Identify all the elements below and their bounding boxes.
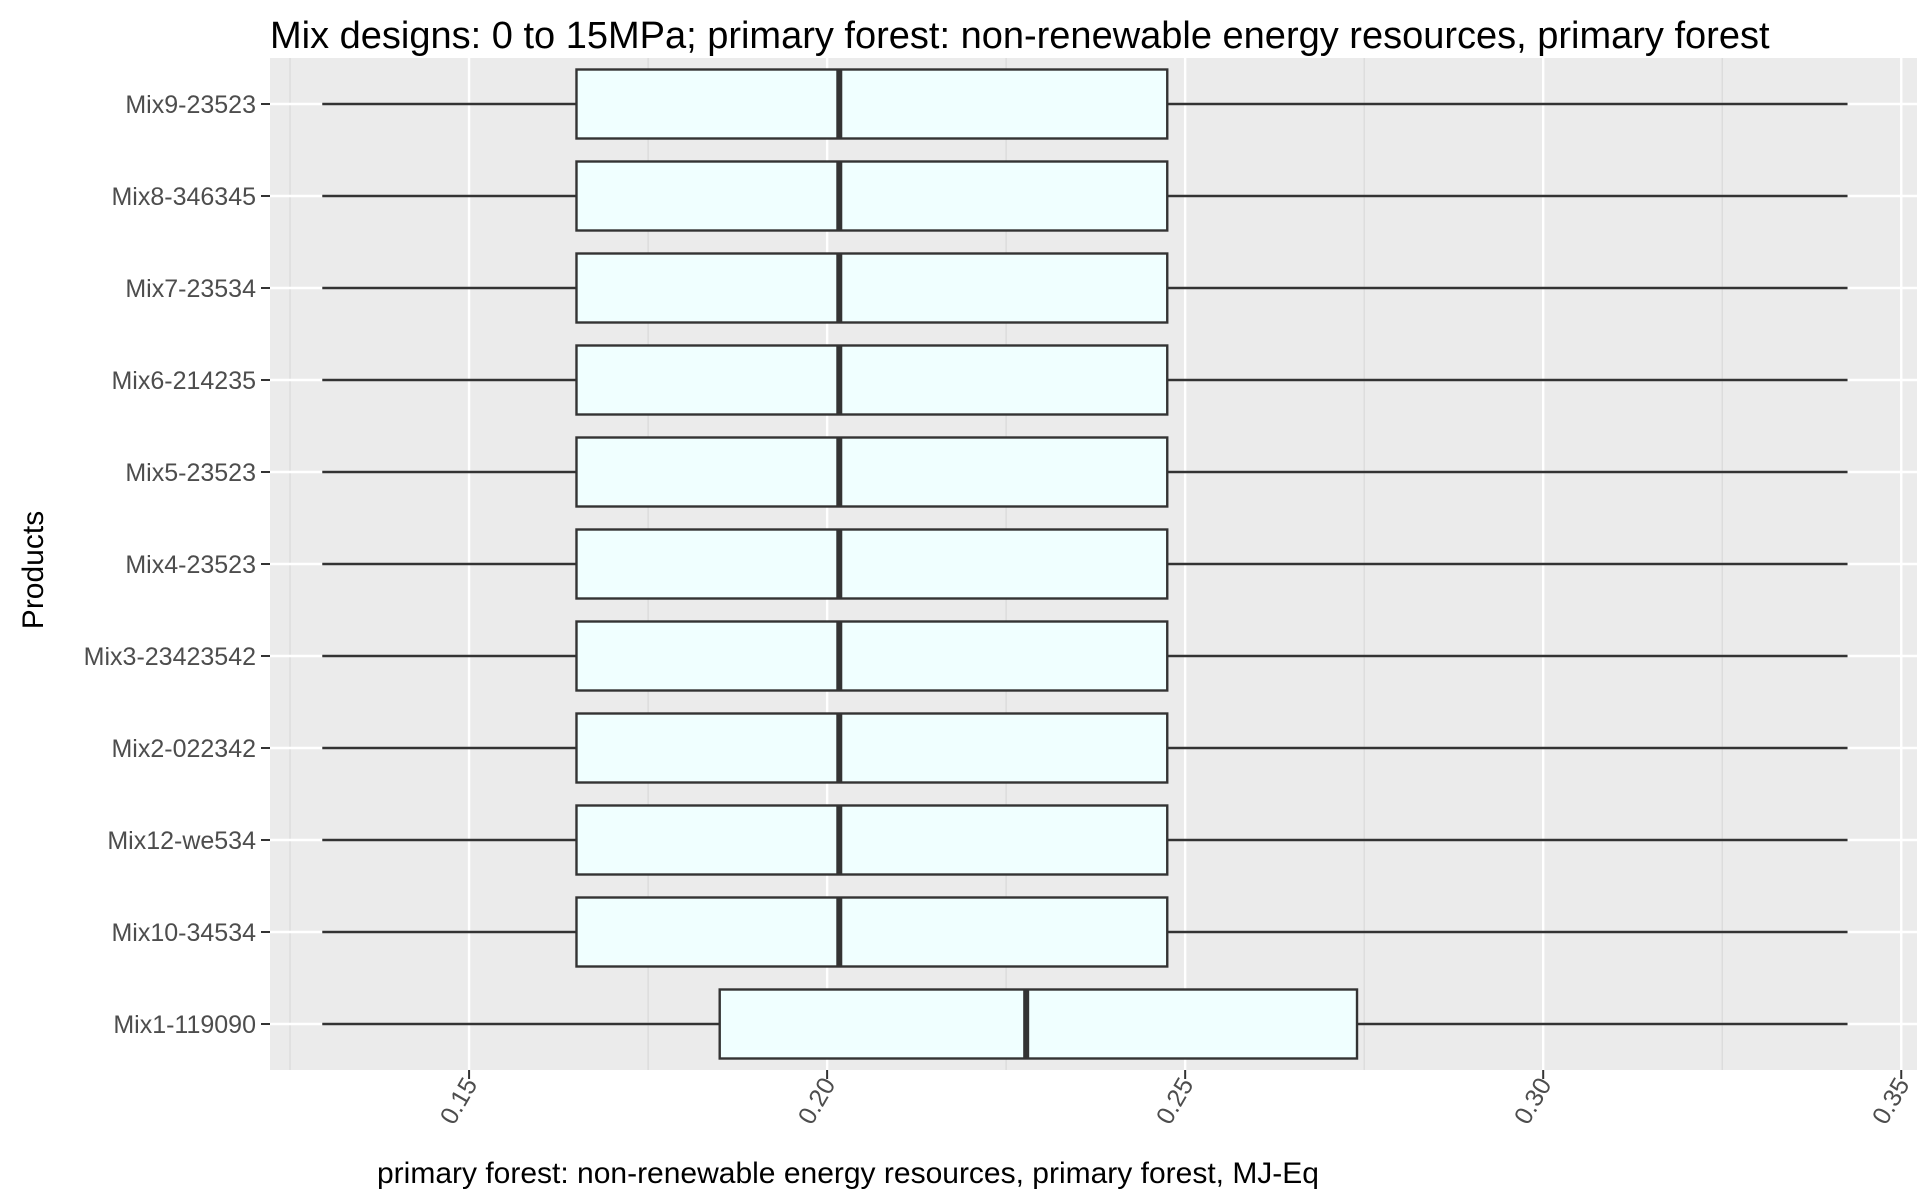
iqr-box [575, 896, 1169, 968]
x-tick-label: 0.30 [1509, 1073, 1558, 1129]
chart-title: Mix designs: 0 to 15MPa; primary forest:… [270, 15, 1770, 57]
box-Mix9-23523 [322, 68, 1848, 140]
y-tick-label: Mix5-23523 [125, 459, 256, 487]
y-tick-label: Mix1-119090 [113, 1011, 256, 1039]
box-Mix5-23523 [322, 436, 1848, 508]
y-tick-label: Mix6-214235 [111, 367, 256, 395]
iqr-box [575, 160, 1169, 232]
iqr-box [575, 344, 1169, 416]
box-Mix4-23523 [322, 528, 1848, 600]
x-tick-label: 0.15 [435, 1073, 484, 1129]
iqr-box [575, 252, 1169, 324]
y-tick-label: Mix7-23534 [125, 275, 256, 303]
box-Mix10-34534 [322, 896, 1848, 968]
y-tick-label: Mix9-23523 [125, 91, 256, 119]
y-tick-label: Mix2-022342 [111, 735, 256, 763]
box-Mix7-23534 [322, 252, 1848, 324]
box-series [322, 68, 1848, 1060]
y-tick-label: Mix8-346345 [111, 183, 256, 211]
box-Mix8-346345 [322, 160, 1848, 232]
y-tick-label: Mix12-we534 [107, 827, 256, 855]
y-axis-title: Products [17, 511, 50, 629]
y-axis: Mix1-119090 Mix10-34534 Mix12-we534 Mix2-02… [84, 91, 270, 1039]
iqr-box [575, 436, 1169, 508]
x-tick-label: 0.25 [1151, 1073, 1200, 1129]
iqr-box [575, 804, 1169, 876]
x-axis: 0.15 0.20 0.25 0.30 0.35 [435, 1070, 1916, 1129]
x-axis-title: primary forest: non-renewable energy res… [377, 1157, 1319, 1190]
box-Mix3-23423542 [322, 620, 1848, 692]
box-Mix6-214235 [322, 344, 1848, 416]
x-tick-label: 0.35 [1867, 1073, 1916, 1129]
iqr-box [718, 988, 1359, 1060]
y-tick-label: Mix4-23523 [125, 551, 256, 579]
box-Mix1-119090 [322, 988, 1848, 1060]
iqr-box [575, 68, 1169, 140]
box-Mix2-022342 [322, 712, 1848, 784]
y-tick-label: Mix10-34534 [111, 919, 256, 947]
iqr-box [575, 528, 1169, 600]
iqr-box [575, 712, 1169, 784]
y-tick-label: Mix3-23423542 [84, 643, 256, 671]
iqr-box [575, 620, 1169, 692]
box-Mix12-we534 [322, 804, 1848, 876]
x-tick-label: 0.20 [793, 1073, 842, 1129]
